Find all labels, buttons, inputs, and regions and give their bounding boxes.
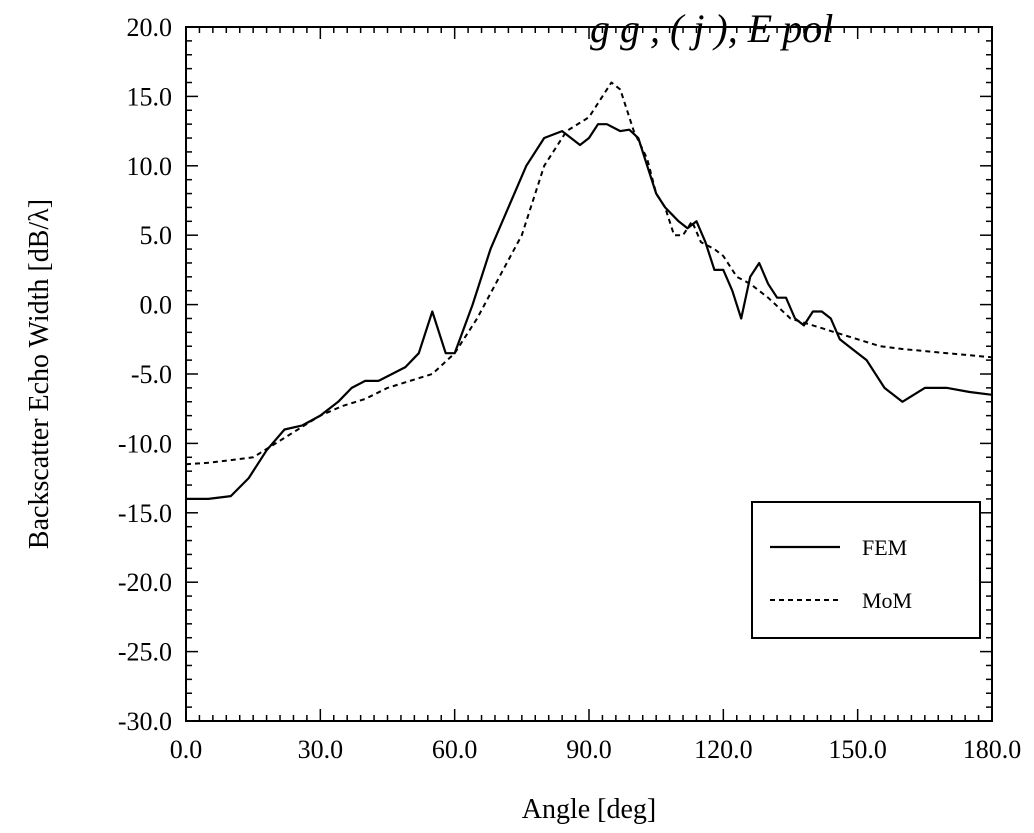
y-tick-label: 20.0 [127, 13, 173, 42]
y-tick-label: -25.0 [118, 638, 172, 667]
axis-ticks [185, 26, 993, 722]
legend-label-mom: MoM [862, 588, 912, 613]
y-tick-label: -20.0 [118, 568, 172, 597]
y-tick-label: 10.0 [127, 152, 173, 181]
y-tick-label: -10.0 [118, 429, 172, 458]
x-tick-label: 30.0 [298, 735, 344, 764]
y-tick-label: -15.0 [118, 499, 172, 528]
y-tick-label: -30.0 [118, 707, 172, 736]
series-line-fem [186, 123, 993, 500]
legend: FEM MoM [751, 501, 981, 639]
x-tick-labels: 0.0 30.0 60.0 90.0 120.0 150.0 180.0 [170, 735, 1022, 764]
y-tick-label: 0.0 [140, 291, 173, 320]
y-tick-label: -5.0 [131, 360, 172, 389]
x-tick-label: 90.0 [566, 735, 612, 764]
chart-title-fragment: g g , ( j ), E pol [590, 6, 833, 51]
x-tick-label: 0.0 [170, 735, 203, 764]
y-tick-label: 5.0 [140, 221, 173, 250]
x-axis-label: Angle [deg] [522, 794, 657, 825]
y-axis-label: Backscatter Echo Width [dB/λ] [24, 199, 55, 549]
legend-box [751, 501, 981, 639]
x-tick-label: 120.0 [694, 735, 753, 764]
x-tick-label: 180.0 [963, 735, 1022, 764]
y-tick-label: 15.0 [127, 82, 173, 111]
y-tick-labels: 20.0 15.0 10.0 5.0 0.0 -5.0 -10.0 -15.0 -20.0 -25… [118, 13, 172, 736]
series-layer [185, 81, 993, 500]
series-line-mom [185, 81, 993, 466]
legend-label-fem: FEM [862, 535, 907, 560]
x-tick-label: 150.0 [828, 735, 887, 764]
x-tick-label: 60.0 [432, 735, 478, 764]
